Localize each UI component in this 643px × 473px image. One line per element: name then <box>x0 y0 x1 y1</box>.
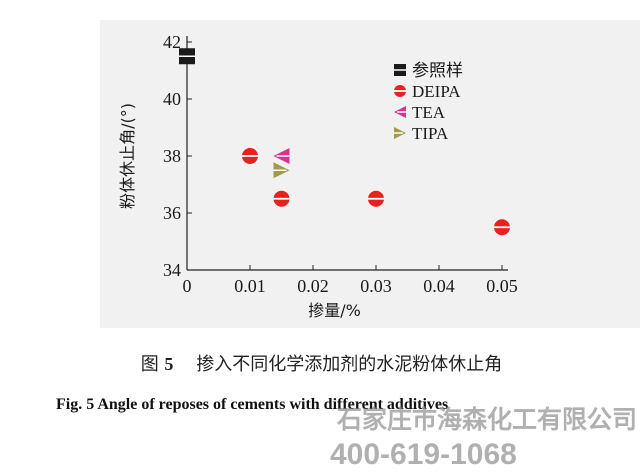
x-tick-label: 0.01 <box>234 276 266 296</box>
caption-cn-number: 5 <box>164 354 174 374</box>
x-axis-label: 掺量/% <box>308 301 361 320</box>
caption-cn-text: 掺入不同化学添加剂的水泥粉体休止角 <box>196 354 503 375</box>
legend-label: 参照样 <box>412 61 463 81</box>
watermark-phone: 400-619-1068 <box>330 438 517 471</box>
legend-label: TIPA <box>412 124 449 143</box>
watermark-company: 石家庄市海森化工有限公司 <box>336 405 637 434</box>
chart-panel: 34 36 38 40 42 0 0.01 0.02 0.03 0.04 0.05 粉体休止角/(°)… <box>100 20 640 328</box>
legend-label: TEA <box>412 103 446 122</box>
y-tick-label: 34 <box>163 260 181 280</box>
figure-caption-en: Fig. 5 Angle of reposes of cements with … <box>56 396 449 413</box>
x-tick-label: 0.05 <box>486 276 518 296</box>
x-tick-label: 0.03 <box>360 276 392 296</box>
caption-cn-prefix: 图 <box>140 354 159 375</box>
y-tick-label: 40 <box>163 89 181 109</box>
x-tick-label: 0.02 <box>297 276 329 296</box>
y-tick-label: 38 <box>163 146 181 166</box>
x-tick-label: 0 <box>183 276 192 296</box>
y-tick-label: 42 <box>163 32 181 52</box>
figure-caption-cn: 图 5 掺入不同化学添加剂的水泥粉体休止角 <box>0 350 643 376</box>
x-tick-label: 0.04 <box>423 276 455 296</box>
legend-label: DEIPA <box>412 82 461 101</box>
y-tick-label: 36 <box>163 203 181 223</box>
angle-of-repose-chart: 34 36 38 40 42 0 0.01 0.02 0.03 0.04 0.05 粉体休止角/(°)… <box>118 32 518 320</box>
y-axis-label: 粉体休止角/(°) <box>118 103 137 209</box>
watermark-fragment <box>150 462 550 473</box>
